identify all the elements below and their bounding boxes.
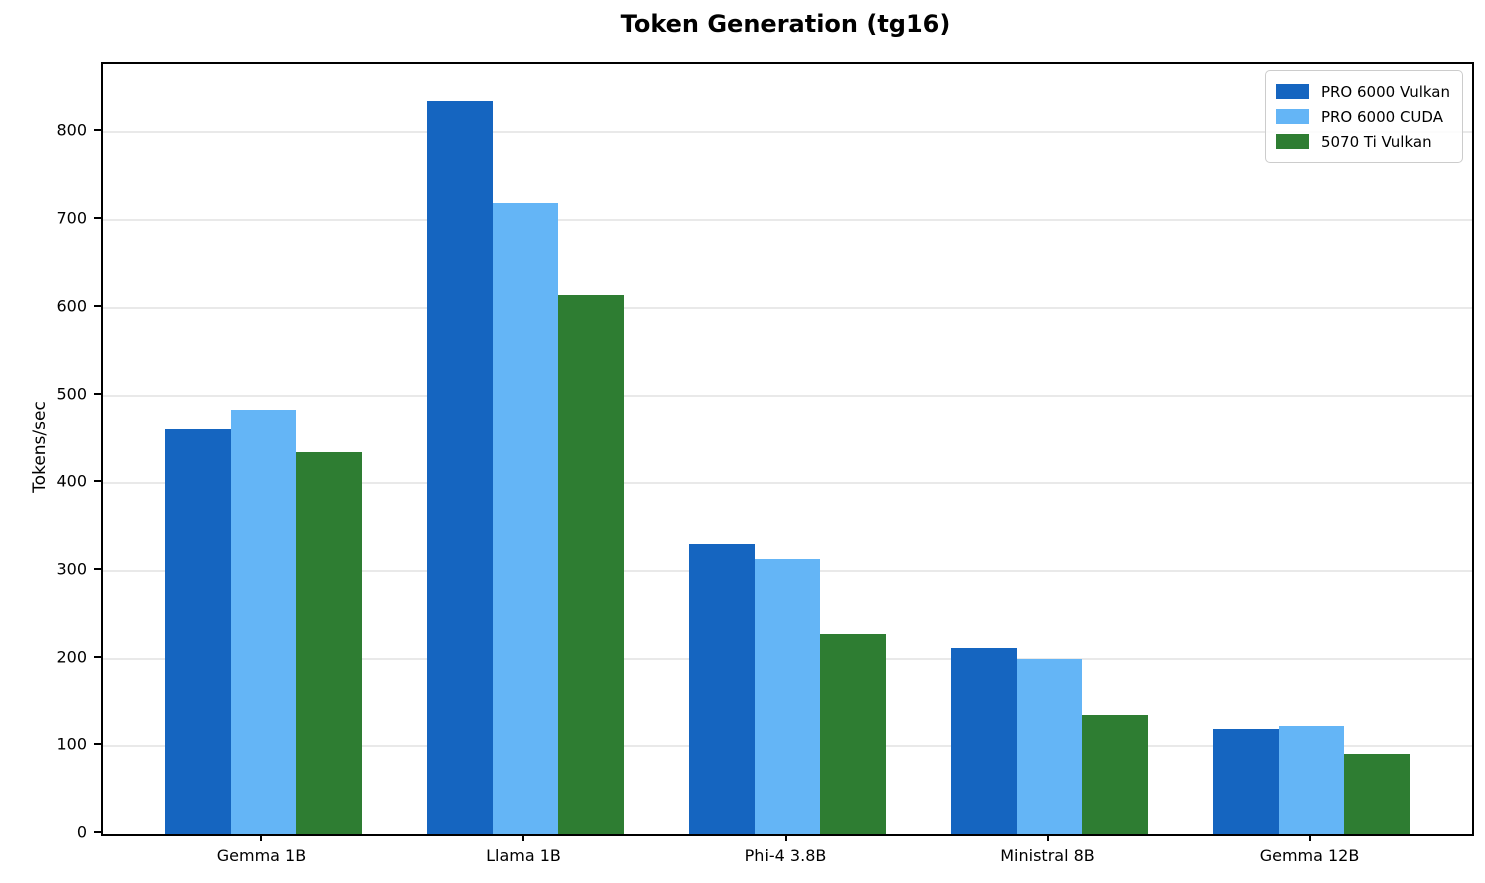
bar-ministral-8b-series-1 xyxy=(1016,659,1083,834)
legend-swatch-icon xyxy=(1275,84,1309,99)
y-tick-mark xyxy=(94,655,101,658)
x-tick-mark xyxy=(522,834,525,841)
gridline-y-500 xyxy=(103,394,1472,397)
y-tick-mark xyxy=(94,304,101,307)
legend-label: PRO 6000 CUDA xyxy=(1320,107,1443,126)
gridline-y-700 xyxy=(103,219,1472,222)
gridline-y-600 xyxy=(103,306,1472,309)
legend-swatch-icon xyxy=(1275,134,1309,149)
y-tick-label-600: 600 xyxy=(56,296,87,316)
y-tick-mark xyxy=(94,567,101,570)
x-tick-label-0: Gemma 1B xyxy=(216,846,307,865)
y-tick-label-100: 100 xyxy=(56,734,87,754)
bar-llama-1b-series-1 xyxy=(492,203,559,834)
bar-phi-4-3-8b-series-1 xyxy=(754,558,821,834)
x-tick-mark xyxy=(784,834,787,841)
legend-label: PRO 6000 Vulkan xyxy=(1320,82,1450,101)
bar-phi-4-3-8b-series-0 xyxy=(689,543,755,834)
y-tick-mark xyxy=(94,743,101,746)
y-tick-label-200: 200 xyxy=(56,647,87,667)
bar-gemma-12b-series-0 xyxy=(1213,728,1279,834)
x-tick-label-3: Ministral 8B xyxy=(1000,846,1095,865)
y-axis-label: Tokens/sec xyxy=(30,401,50,493)
y-tick-mark xyxy=(94,217,101,220)
legend-swatch-icon xyxy=(1275,109,1309,124)
gridline-y-800 xyxy=(103,131,1472,134)
bar-gemma-1b-series-2 xyxy=(296,451,362,834)
x-tick-mark xyxy=(1046,834,1049,841)
x-tick-label-4: Gemma 12B xyxy=(1259,846,1360,865)
y-tick-label-400: 400 xyxy=(56,471,87,491)
chart-title: Token Generation (tg16) xyxy=(620,10,951,38)
x-tick-mark xyxy=(1308,834,1311,841)
bar-gemma-1b-series-0 xyxy=(165,428,231,834)
legend-item-1: PRO 6000 CUDA xyxy=(1275,104,1450,129)
bar-gemma-1b-series-1 xyxy=(230,410,297,834)
legend-item-0: PRO 6000 Vulkan xyxy=(1275,79,1450,104)
y-tick-mark xyxy=(94,392,101,395)
x-tick-label-2: Phi-4 3.8B xyxy=(744,846,827,865)
y-tick-mark xyxy=(94,129,101,132)
y-tick-mark xyxy=(94,480,101,483)
y-tick-label-0: 0 xyxy=(76,822,87,842)
legend-label: 5070 Ti Vulkan xyxy=(1320,132,1432,151)
bar-ministral-8b-series-2 xyxy=(1082,714,1148,834)
plot-area xyxy=(101,62,1474,836)
y-tick-label-300: 300 xyxy=(56,559,87,579)
bar-gemma-12b-series-1 xyxy=(1278,726,1345,834)
legend: PRO 6000 Vulkan PRO 6000 CUDA 5070 Ti Vulk… xyxy=(1264,70,1463,163)
y-tick-label-700: 700 xyxy=(56,208,87,228)
bar-llama-1b-series-2 xyxy=(558,294,624,834)
y-tick-label-800: 800 xyxy=(56,120,87,140)
bar-phi-4-3-8b-series-2 xyxy=(820,634,886,834)
bar-llama-1b-series-0 xyxy=(427,100,493,834)
legend-item-2: 5070 Ti Vulkan xyxy=(1275,129,1450,154)
bar-ministral-8b-series-0 xyxy=(951,648,1017,834)
x-tick-mark xyxy=(260,834,263,841)
x-tick-label-1: Llama 1B xyxy=(486,846,561,865)
bar-gemma-12b-series-2 xyxy=(1344,754,1410,834)
y-tick-label-500: 500 xyxy=(56,384,87,403)
y-tick-mark xyxy=(94,831,101,833)
gridline-y-400 xyxy=(103,482,1472,485)
